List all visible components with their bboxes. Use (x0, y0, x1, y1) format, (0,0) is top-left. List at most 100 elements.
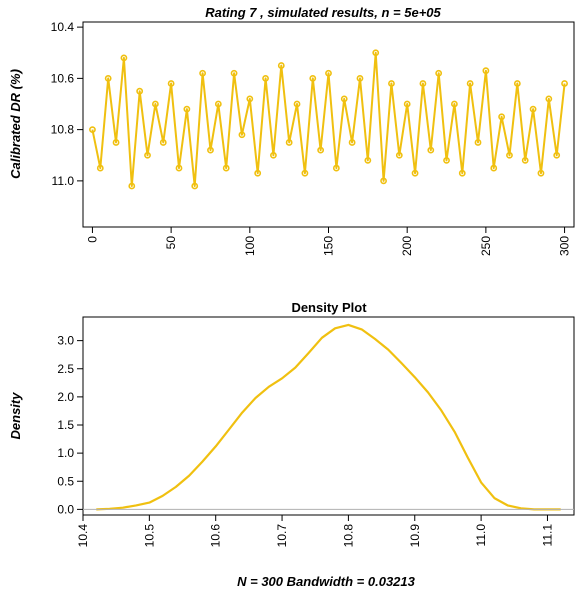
trace-point (450, 100, 458, 108)
trace-point (340, 95, 348, 103)
density-x-axis-label: N = 300 Bandwidth = 0.03213 (237, 574, 416, 589)
y-tick-label: 10.4 (51, 20, 75, 34)
trace-point (490, 164, 498, 172)
x-tick-label: 10.6 (209, 524, 223, 548)
trace-point (411, 169, 419, 177)
x-tick-label: 150 (322, 236, 336, 256)
trace-x-axis: 0 50 100 150 200 250 300 (85, 227, 572, 256)
trace-point (238, 131, 246, 139)
trace-title: Rating 7 , simulated results, n = 5e+05 (205, 5, 441, 20)
trace-point (553, 151, 561, 159)
trace-point (498, 113, 506, 121)
trace-point (348, 139, 356, 146)
trace-point (167, 80, 175, 87)
density-plot-frame (82, 316, 575, 516)
trace-line (91, 51, 566, 187)
trace-y-axis: 10.4 10.6 10.8 11.0 (51, 20, 83, 188)
x-tick-label: 11.1 (540, 524, 554, 547)
trace-point (293, 100, 301, 108)
trace-point (144, 151, 151, 159)
trace-point (104, 74, 112, 82)
y-tick-label: 11.0 (52, 174, 75, 188)
trace-point (513, 80, 521, 87)
trace-point (427, 146, 435, 154)
density-series (83, 323, 574, 511)
trace-point (356, 74, 364, 82)
x-tick-label: 250 (479, 236, 493, 256)
x-tick-label: 200 (400, 236, 414, 256)
trace-point (159, 139, 167, 146)
trace-point (317, 146, 325, 154)
trace-point (254, 169, 262, 177)
trace-point (372, 49, 380, 57)
density-y-axis-label: Density (8, 392, 23, 440)
trace-point (277, 62, 285, 69)
y-tick-label: 3.0 (57, 334, 74, 348)
trace-point (89, 126, 96, 134)
trace-point (388, 80, 395, 87)
density-panel: Density Plot Density N = 300 Bandwidth =… (8, 300, 575, 589)
trace-point (474, 139, 482, 146)
trace-point (207, 146, 214, 154)
trace-point (120, 54, 128, 62)
trace-point (545, 95, 553, 103)
trace-point (506, 151, 513, 159)
y-tick-label: 1.5 (57, 418, 74, 432)
trace-point (529, 105, 537, 113)
trace-point (262, 74, 269, 82)
x-tick-label: 10.4 (76, 524, 90, 548)
trace-y-axis-label: Calibrated DR (%) (8, 69, 23, 179)
y-tick-label: 10.6 (51, 71, 75, 85)
trace-point (128, 182, 136, 190)
x-tick-label: 10.7 (275, 524, 289, 548)
trace-point (151, 100, 159, 108)
trace-point (214, 100, 222, 108)
trace-point (380, 177, 387, 185)
x-tick-label: 50 (164, 236, 178, 250)
trace-point (301, 169, 309, 177)
y-tick-label: 2.0 (57, 390, 74, 404)
density-y-axis: 0.0 0.5 1.0 1.5 2.0 2.5 3.0 (57, 334, 83, 516)
density-x-axis: 10.4 10.5 10.6 10.7 10.8 10.9 11.0 11.1 (76, 515, 554, 547)
trace-point (458, 169, 466, 177)
x-tick-label: 0 (85, 236, 99, 243)
trace-point (521, 156, 529, 164)
trace-point (175, 164, 183, 172)
density-title: Density Plot (291, 300, 367, 315)
trace-point (191, 182, 199, 190)
trace-point (230, 69, 238, 77)
x-tick-label: 300 (558, 236, 572, 256)
trace-point (443, 156, 450, 164)
trace-point (199, 69, 207, 77)
x-tick-label: 10.5 (142, 524, 156, 548)
trace-point (395, 151, 403, 159)
trace-point (403, 100, 411, 108)
y-tick-label: 2.5 (57, 362, 74, 376)
trace-point (183, 105, 191, 113)
trace-point (537, 169, 545, 177)
y-tick-label: 1.0 (57, 446, 74, 460)
trace-point (435, 69, 443, 77)
x-tick-label: 11.0 (474, 524, 488, 547)
x-tick-label: 10.8 (341, 524, 355, 548)
trace-point (332, 164, 340, 172)
trace-point (309, 74, 317, 82)
trace-point (482, 67, 490, 75)
trace-point (325, 69, 332, 77)
trace-point (112, 139, 120, 146)
trace-point (419, 80, 427, 87)
trace-point (222, 164, 230, 172)
trace-point (270, 151, 277, 159)
trace-point (136, 87, 144, 95)
density-curve (96, 323, 561, 511)
x-tick-label: 10.9 (408, 524, 422, 548)
y-tick-label: 0.5 (57, 474, 74, 488)
trace-point (561, 80, 568, 87)
trace-point (285, 139, 293, 146)
trace-series (89, 49, 568, 190)
trace-point (96, 164, 104, 172)
trace-point (466, 80, 474, 87)
y-tick-label: 0.0 (57, 502, 74, 516)
trace-point (364, 156, 372, 164)
